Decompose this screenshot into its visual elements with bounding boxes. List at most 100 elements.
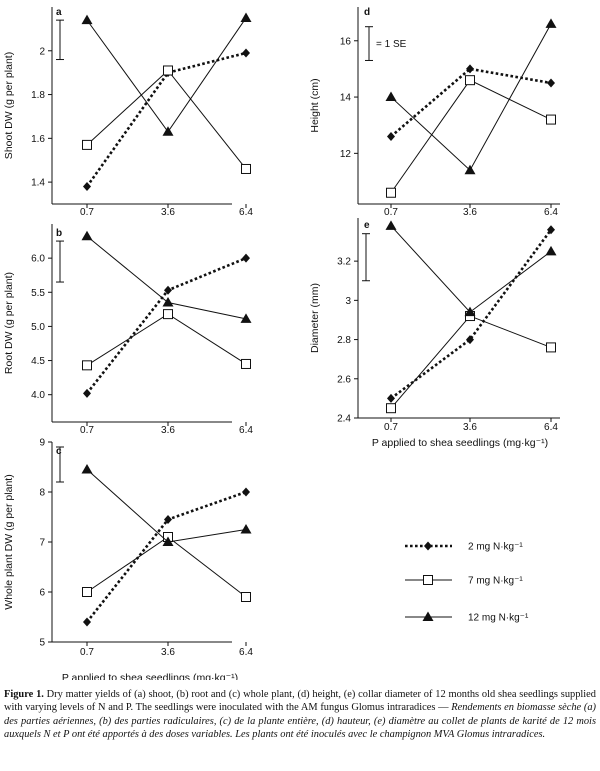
y-tick-label: 1.6 [31,134,45,145]
series-square [386,75,556,198]
data-point [81,14,93,25]
data-point [240,313,252,323]
data-point [83,388,91,398]
y-tick-label: 3 [345,296,351,307]
data-point [162,297,174,307]
panel-c: 5 6 7 8 9 0.7 3.6 6.4 Whole plant DW (g per plan… [3,438,253,681]
data-point [386,403,396,414]
x-tick-label: 0.7 [384,207,398,218]
legend-item: 7 mg N·kg⁻¹ [405,575,523,587]
y-tick-label: 2.6 [337,374,351,385]
y-tick-label: 2 [39,46,45,57]
data-point [386,187,396,198]
legend-item: 12 mg N·kg⁻¹ [405,611,529,624]
y-tick-label: 12 [340,149,352,160]
data-point [241,163,251,174]
legend: 2 mg N·kg⁻¹ 7 mg N·kg⁻¹ 12 mg N·kg⁻¹ [405,541,529,624]
series-triangle [81,230,252,323]
data-point [241,358,251,369]
y-tick-label: 14 [340,93,352,104]
panel-a: 1.4 1.6 1.8 2 0.7 3.6 6.4 Shoot DW (g per plant… [3,7,253,218]
y-tick-label: 16 [340,36,352,47]
x-tick-label: 6.4 [544,207,558,218]
data-point [466,335,474,345]
data-point [547,225,555,235]
legend-marker [424,541,432,551]
se-label: = 1 SE [376,39,407,50]
y-tick-label: 2.4 [337,414,351,425]
data-point [385,220,397,230]
series-line [390,79,552,194]
y-tick-label: 1.8 [31,90,45,101]
x-tick-label: 6.4 [544,422,558,433]
legend-marker [422,611,434,621]
data-point [546,342,556,353]
y-axis-label: Whole plant DW (g per plant) [3,474,15,609]
series-square [82,309,251,371]
y-tick-label: 4.0 [31,390,45,401]
legend-label: 7 mg N·kg⁻¹ [468,576,523,587]
data-point [82,360,92,371]
data-point [545,245,557,256]
panel-e: 2.4 2.6 2.8 3 3.2 0.7 3.6 6.4 Diameter (mm) e P ap… [309,218,560,449]
series-line [85,51,247,188]
y-tick-label: 7 [39,538,45,549]
x-tick-label: 6.4 [239,647,253,658]
data-point [82,587,92,597]
data-point [81,464,93,474]
x-tick-label: 0.7 [80,425,94,436]
y-tick-label: 8 [39,488,45,499]
data-point [242,48,250,58]
x-axis-label: P applied to shea seedlings (mg·kg⁻¹) [62,672,238,680]
data-point [162,536,174,546]
x-axis-label: P applied to shea seedlings (mg·kg⁻¹) [372,437,548,449]
figure-caption: Figure 1. Dry matter yields of (a) shoot… [4,688,596,742]
data-point [83,181,91,191]
data-point [164,515,172,524]
series-line [86,469,247,543]
data-point [242,487,250,497]
caption-english: Dry matter yields of (a) shoot, (b) root… [4,689,596,714]
y-axis-label: Height (cm) [309,78,321,132]
series-square [82,65,251,174]
series-triangle [385,18,557,175]
data-point [240,12,252,22]
x-tick-label: 0.7 [80,207,94,218]
y-tick-label: 4.5 [31,356,45,367]
data-point [387,393,395,403]
series-diamond [387,225,555,403]
series-line [85,256,247,395]
x-tick-label: 6.4 [239,425,253,436]
legend-item: 2 mg N·kg⁻¹ [405,541,523,553]
y-tick-label: 1.4 [31,178,45,189]
series-line [86,313,247,366]
panel-label: a [56,7,62,18]
series-triangle [81,12,252,136]
data-point [83,617,91,627]
x-tick-label: 3.6 [463,207,477,218]
series-diamond [83,253,250,398]
y-tick-label: 3.2 [337,257,351,268]
data-point [466,64,474,74]
data-point [547,78,555,88]
series-diamond [387,64,555,141]
series-line [85,490,247,623]
panel-label: b [56,228,62,239]
data-point [241,592,251,602]
x-tick-label: 3.6 [161,207,175,218]
legend-label: 12 mg N·kg⁻¹ [468,613,529,624]
y-tick-label: 6 [39,588,45,599]
caption-french: Rendements en biomasse sèche (a) des par… [4,702,596,741]
panel-d: 12 14 16 0.7 3.6 6.4 Height (cm) d = 1 SE [309,7,560,218]
data-point [163,65,173,76]
series-diamond [83,487,250,627]
x-tick-label: 0.7 [384,422,398,433]
y-tick-label: 9 [39,438,45,449]
y-tick-label: 5.0 [31,322,45,333]
series-triangle [385,220,557,317]
panel-label: e [364,220,370,231]
legend-label: 2 mg N·kg⁻¹ [468,542,523,553]
data-point [164,285,172,295]
y-axis-label: Diameter (mm) [309,283,321,353]
data-point [546,114,556,125]
